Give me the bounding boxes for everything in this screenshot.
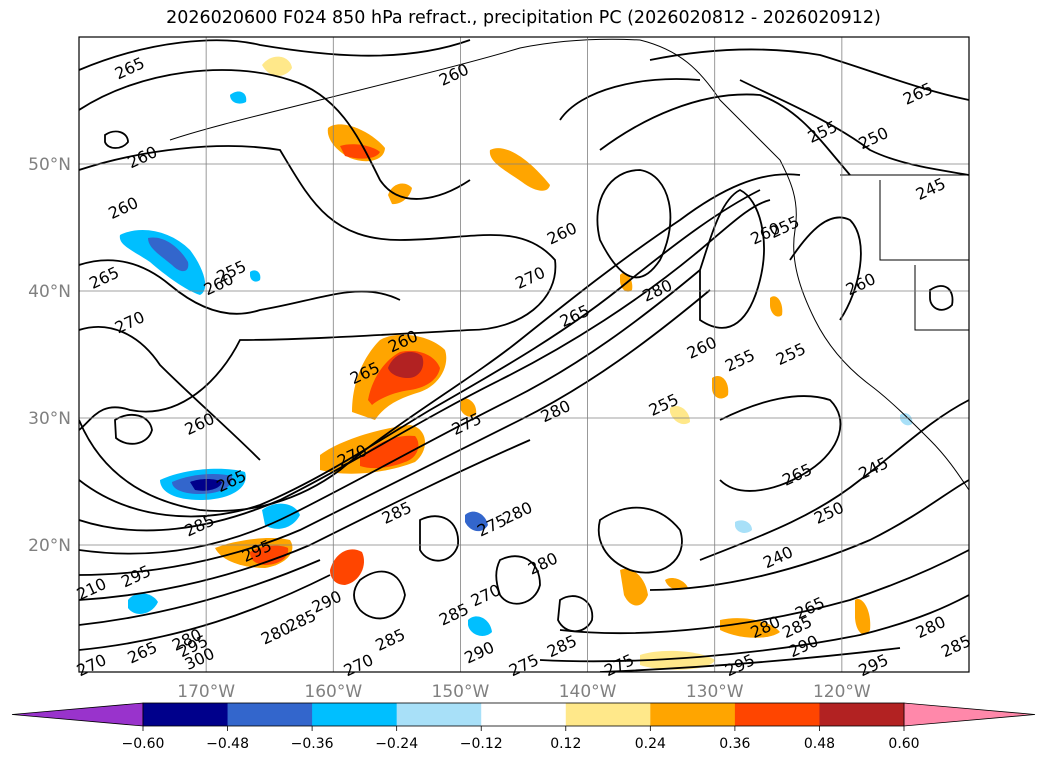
colorbar-swatch-8 — [819, 703, 905, 726]
chart-title: 2026020600 F024 850 hPa refract., precip… — [166, 8, 881, 28]
contour-label-7: 260 — [105, 193, 141, 223]
colorbar-tick-label-5: 0.12 — [550, 736, 581, 752]
contour-label-38: 295 — [118, 561, 154, 591]
contour-label-60: 270 — [341, 650, 377, 680]
contour-label-11: 270 — [112, 307, 148, 337]
contour-label-19: 260 — [684, 333, 720, 363]
colorbar-swatch-5 — [565, 703, 651, 726]
lon-tick-label-1: 160°W — [304, 682, 362, 702]
contour-label-0: 265 — [112, 53, 148, 83]
contour-label-62: 295 — [856, 650, 892, 680]
contour-label-33: 285 — [379, 498, 415, 528]
coastline — [169, 38, 969, 491]
contour-label-25: 280 — [538, 396, 574, 426]
contour-label-36: 250 — [811, 498, 847, 528]
contour-label-58: 275 — [506, 650, 542, 680]
colorbar: −0.60 −0.48 −0.36 −0.24 −0.12 0.12 0.24 0.36 0.4… — [11, 702, 1036, 752]
contour-label-44: 285 — [436, 599, 472, 629]
contour-label-1: 260 — [436, 60, 472, 90]
lat-tick-label-0: 20°N — [28, 536, 71, 556]
contour-label-17: 255 — [767, 212, 803, 242]
contour-label-10: 265 — [86, 263, 122, 293]
colorbar-swatch-6 — [650, 703, 736, 726]
contour-label-18: 260 — [843, 269, 879, 299]
colorbar-swatch-1 — [227, 703, 313, 726]
contour-label-24: 275 — [449, 409, 485, 439]
contour-label-47: 285 — [372, 625, 408, 655]
colorbar-swatch-7 — [734, 703, 820, 726]
colorbar-extend-low — [11, 702, 144, 727]
colorbar-tick-label-8: 0.48 — [804, 736, 835, 752]
colorbar-swatch-4 — [481, 703, 567, 726]
contour-label-35: 280 — [500, 498, 536, 528]
contour-label-31: 245 — [856, 453, 892, 483]
contour-label-21: 255 — [773, 339, 809, 369]
contour-label-6: 260 — [125, 142, 161, 172]
contour-label-59: 275 — [601, 650, 637, 680]
lat-tick-label-3: 50°N — [28, 155, 71, 175]
colorbar-tick-label-9: 0.60 — [888, 736, 919, 752]
gridlines — [79, 37, 969, 672]
lon-tick-labels: 170°W 160°W 150°W 140°W 130°W 120°W — [177, 682, 871, 702]
contour-label-13: 270 — [512, 263, 548, 293]
colorbar-tick-label-1: −0.48 — [206, 736, 249, 752]
lat-tick-label-1: 30°N — [28, 409, 71, 429]
contour-label-53: 265 — [125, 637, 161, 667]
lon-tick-label-0: 170°W — [177, 682, 235, 702]
contour-label-20: 255 — [722, 345, 758, 375]
colorbar-tick-label-6: 0.24 — [635, 736, 666, 752]
contour-label-4: 250 — [856, 123, 892, 153]
lat-tick-labels: 20°N 30°N 40°N 50°N — [28, 155, 71, 556]
contour-label-39: 280 — [525, 549, 561, 579]
plot-frame — [78, 36, 970, 673]
colorbar-tick-label-7: 0.36 — [719, 736, 750, 752]
colorbar-swatch-2 — [312, 703, 398, 726]
contour-label-16: 280 — [639, 275, 675, 305]
colorbar-tick-label-3: −0.24 — [375, 736, 418, 752]
lon-tick-label-3: 140°W — [559, 682, 617, 702]
colorbar-swatch-0 — [143, 703, 229, 726]
colorbar-extend-high — [903, 702, 1036, 727]
colorbar-tick-label-4: −0.12 — [460, 736, 503, 752]
colorbar-tick-label-0: −0.60 — [122, 736, 165, 752]
colorbar-swatch-3 — [396, 703, 482, 726]
contour-label-30: 265 — [779, 460, 815, 490]
contour-label-64: 280 — [913, 612, 949, 642]
contour-label-52: 290 — [461, 637, 497, 667]
lon-tick-label-5: 120°W — [813, 682, 871, 702]
colorbar-frame — [142, 702, 905, 727]
contour-label-41: 290 — [309, 587, 345, 617]
colorbar-tick-label-2: −0.36 — [291, 736, 334, 752]
refractivity-contours — [79, 39, 969, 672]
contour-label-5: 245 — [913, 174, 949, 204]
lon-tick-label-2: 150°W — [432, 682, 490, 702]
lat-tick-label-2: 40°N — [28, 282, 71, 302]
contour-label-48: 285 — [544, 631, 580, 661]
lon-tick-label-4: 130°W — [686, 682, 744, 702]
contour-label-12: 260 — [544, 218, 580, 248]
